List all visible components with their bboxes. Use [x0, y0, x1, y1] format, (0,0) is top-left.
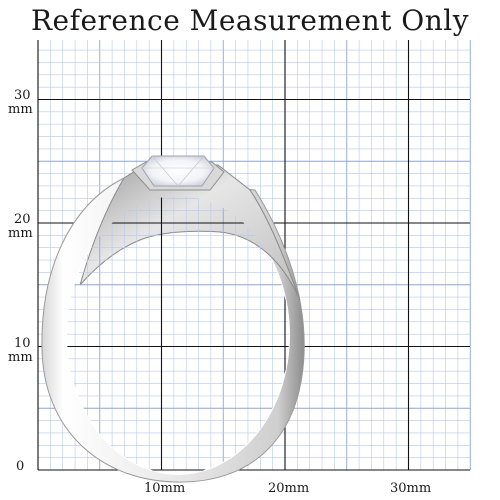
y-label-10: 10 mm	[8, 336, 33, 365]
ring-shoulder	[79, 164, 301, 301]
y-label-20: 20 mm	[8, 212, 33, 241]
y-label-0: 0	[16, 459, 25, 474]
ring-image	[41, 155, 305, 483]
x-label-10mm: 10mm	[144, 481, 186, 496]
ring-hole	[66, 195, 290, 475]
y-label-30: 30 mm	[8, 88, 33, 117]
x-label-30mm: 30mm	[390, 481, 432, 496]
minor-grid-lines	[67, 196, 289, 470]
page-title: Reference Measurement Only	[30, 4, 470, 37]
x-label-20mm: 20mm	[268, 481, 310, 496]
gem-stone	[141, 155, 215, 187]
grid-through-ring-hole	[67, 196, 289, 471]
